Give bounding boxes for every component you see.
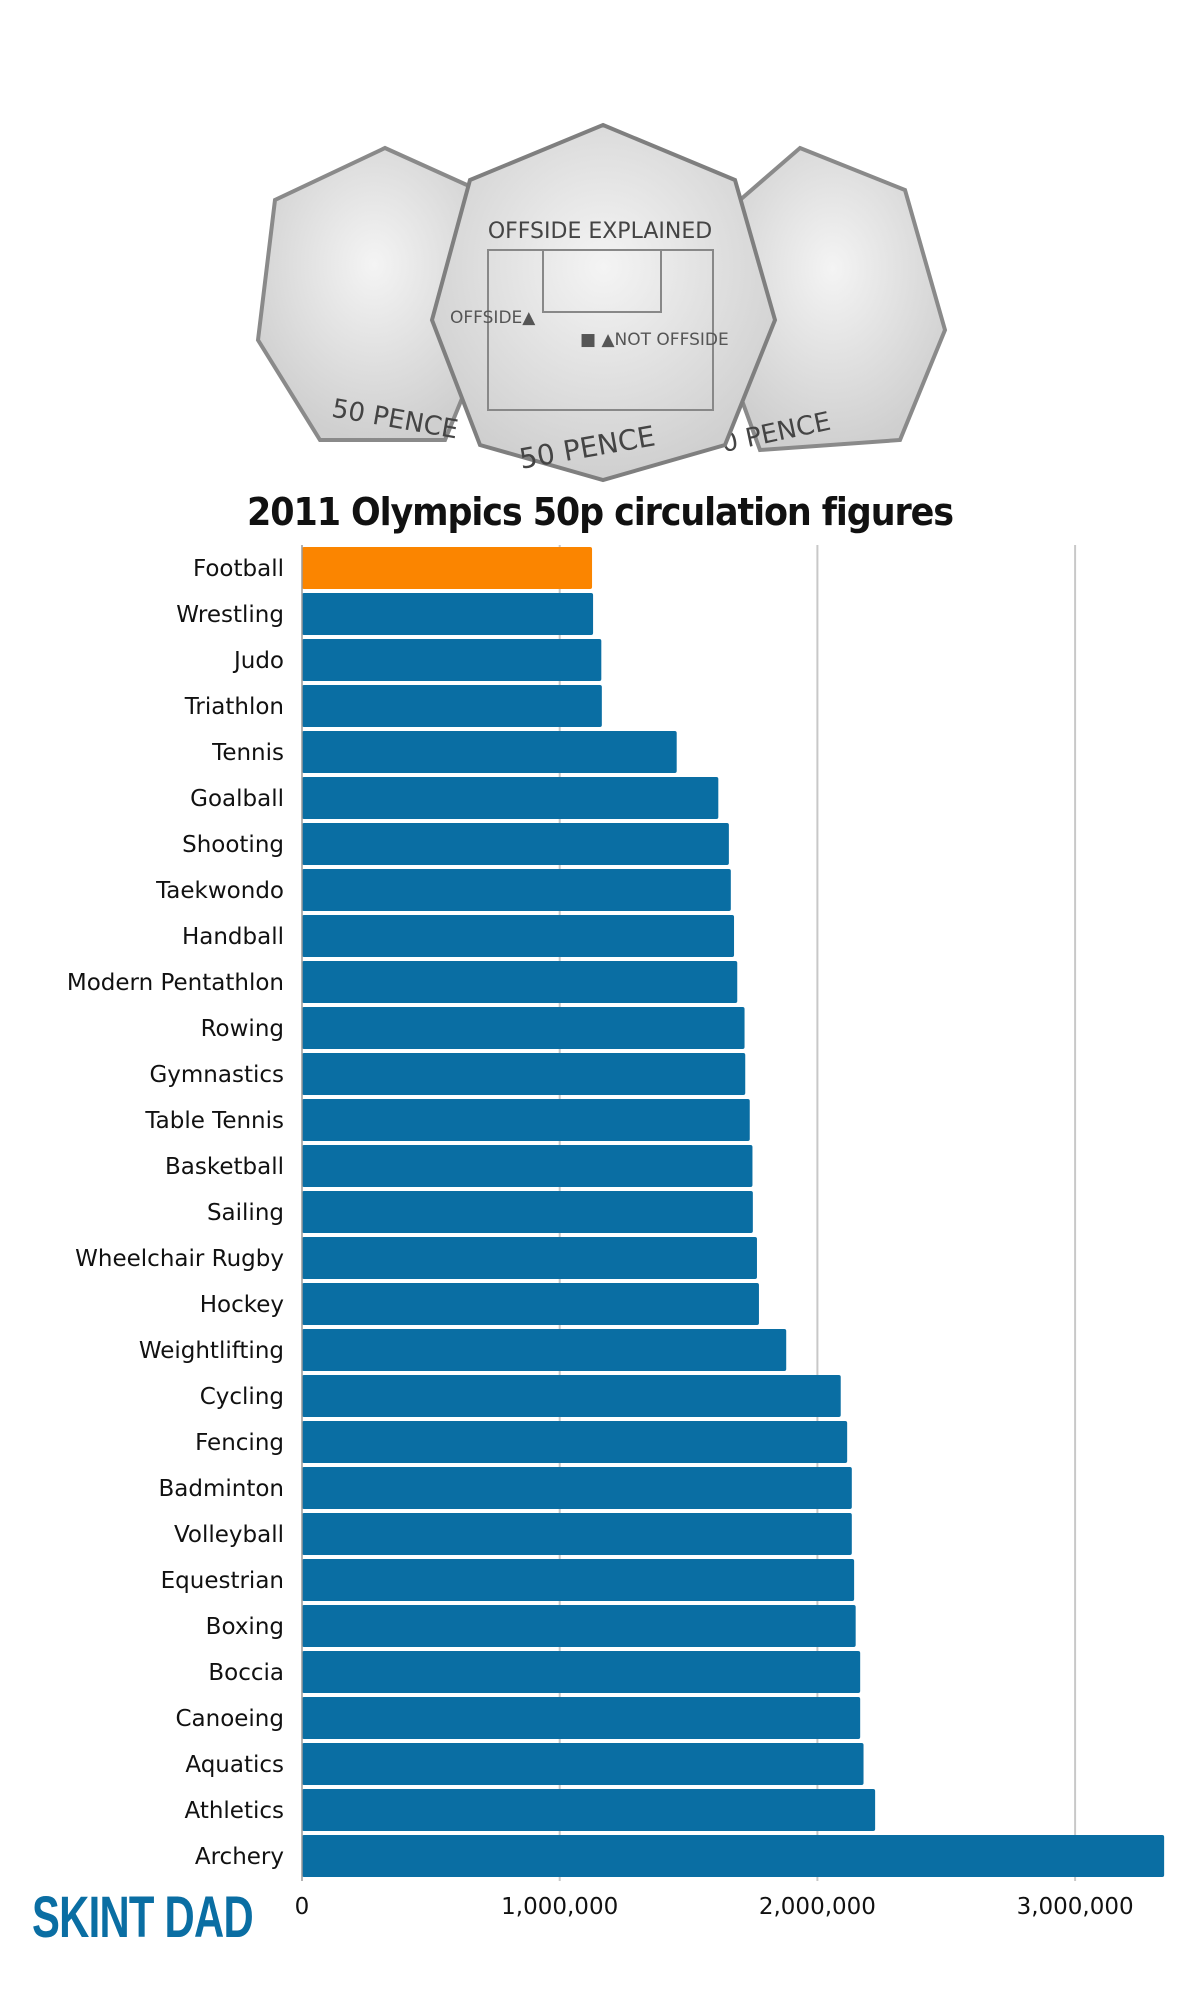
bar-handball — [302, 915, 735, 957]
bar-equestrian — [302, 1559, 855, 1601]
category-label: Judo — [232, 648, 284, 674]
category-label: Hockey — [200, 1292, 284, 1318]
category-label: Weightlifting — [139, 1338, 284, 1364]
category-label: Badminton — [158, 1476, 284, 1502]
bar-hockey — [302, 1283, 759, 1325]
bar-taekwondo — [302, 869, 731, 911]
bar-basketball — [302, 1145, 753, 1187]
category-label: Boccia — [208, 1660, 284, 1686]
bar-volleyball — [302, 1513, 852, 1555]
bar-wrestling — [302, 593, 594, 635]
category-label: Sailing — [207, 1200, 284, 1226]
svg-text:■ ▲NOT OFFSIDE: ■ ▲NOT OFFSIDE — [580, 330, 729, 350]
bar-boccia — [302, 1651, 861, 1693]
bar-judo — [302, 639, 602, 681]
bar-modern-pentathlon — [302, 961, 738, 1003]
left-coin: 50 PENCE — [255, 145, 493, 445]
category-label: Gymnastics — [149, 1062, 284, 1088]
category-label: Shooting — [182, 832, 284, 858]
category-label: Modern Pentathlon — [67, 970, 284, 996]
category-label: Goalball — [190, 786, 284, 812]
bar-football — [302, 547, 593, 589]
svg-text:OFFSIDE EXPLAINED: OFFSIDE EXPLAINED — [488, 219, 712, 244]
bar-cycling — [302, 1375, 841, 1417]
bar-archery — [302, 1835, 1165, 1877]
chart-title: 2011 Olympics 50p circulation figures — [247, 490, 954, 534]
svg-text:OFFSIDE▲: OFFSIDE▲ — [450, 308, 536, 328]
bar-shooting — [302, 823, 729, 865]
coins-image: 50 PENCE 0 PENCE OFFSIDE EXPLAINED OFFSI… — [255, 122, 948, 483]
x-tick-label: 2,000,000 — [759, 1894, 876, 1920]
category-label: Cycling — [200, 1384, 284, 1410]
category-label: Wrestling — [176, 602, 284, 628]
bar-tennis — [302, 731, 677, 773]
bar-rowing — [302, 1007, 745, 1049]
category-label: Volleyball — [174, 1522, 284, 1548]
category-label: Fencing — [195, 1430, 284, 1456]
category-label: Table Tennis — [144, 1108, 284, 1134]
category-label: Boxing — [206, 1614, 284, 1640]
category-label: Athletics — [184, 1798, 284, 1824]
category-label: Aquatics — [185, 1752, 284, 1778]
category-label: Handball — [182, 924, 284, 950]
bar-gymnastics — [302, 1053, 746, 1095]
bar-boxing — [302, 1605, 856, 1647]
bar-fencing — [302, 1421, 848, 1463]
bar-badminton — [302, 1467, 852, 1509]
category-label: Wheelchair Rugby — [75, 1246, 284, 1272]
bar-weightlifting — [302, 1329, 787, 1371]
category-label: Triathlon — [184, 694, 284, 720]
bar-wheelchair-rugby — [302, 1237, 757, 1279]
bar-triathlon — [302, 685, 602, 727]
bar-table-tennis — [302, 1099, 750, 1141]
center-coin: OFFSIDE EXPLAINED OFFSIDE▲ ■ ▲NOT OFFSID… — [429, 122, 778, 483]
bar-sailing — [302, 1191, 753, 1233]
skint-dad-logo: SKINT DAD — [32, 1885, 254, 1950]
category-label: Tennis — [211, 740, 284, 766]
category-label: Taekwondo — [155, 878, 284, 904]
category-label: Basketball — [165, 1154, 284, 1180]
category-label: Rowing — [201, 1016, 284, 1042]
category-label: Equestrian — [161, 1568, 284, 1594]
category-label: Canoeing — [175, 1706, 284, 1732]
x-tick-label: 1,000,000 — [501, 1894, 618, 1920]
x-tick-label: 3,000,000 — [1017, 1894, 1134, 1920]
category-label: Football — [193, 556, 284, 582]
category-label: Archery — [195, 1844, 284, 1870]
bar-canoeing — [302, 1697, 861, 1739]
bar-aquatics — [302, 1743, 864, 1785]
x-tick-label: 0 — [295, 1894, 310, 1920]
bar-athletics — [302, 1789, 876, 1831]
bar-chart: 0 1,000,000 2,000,000 3,000,000 Football Wres… — [67, 545, 1165, 1920]
bar-goalball — [302, 777, 719, 819]
